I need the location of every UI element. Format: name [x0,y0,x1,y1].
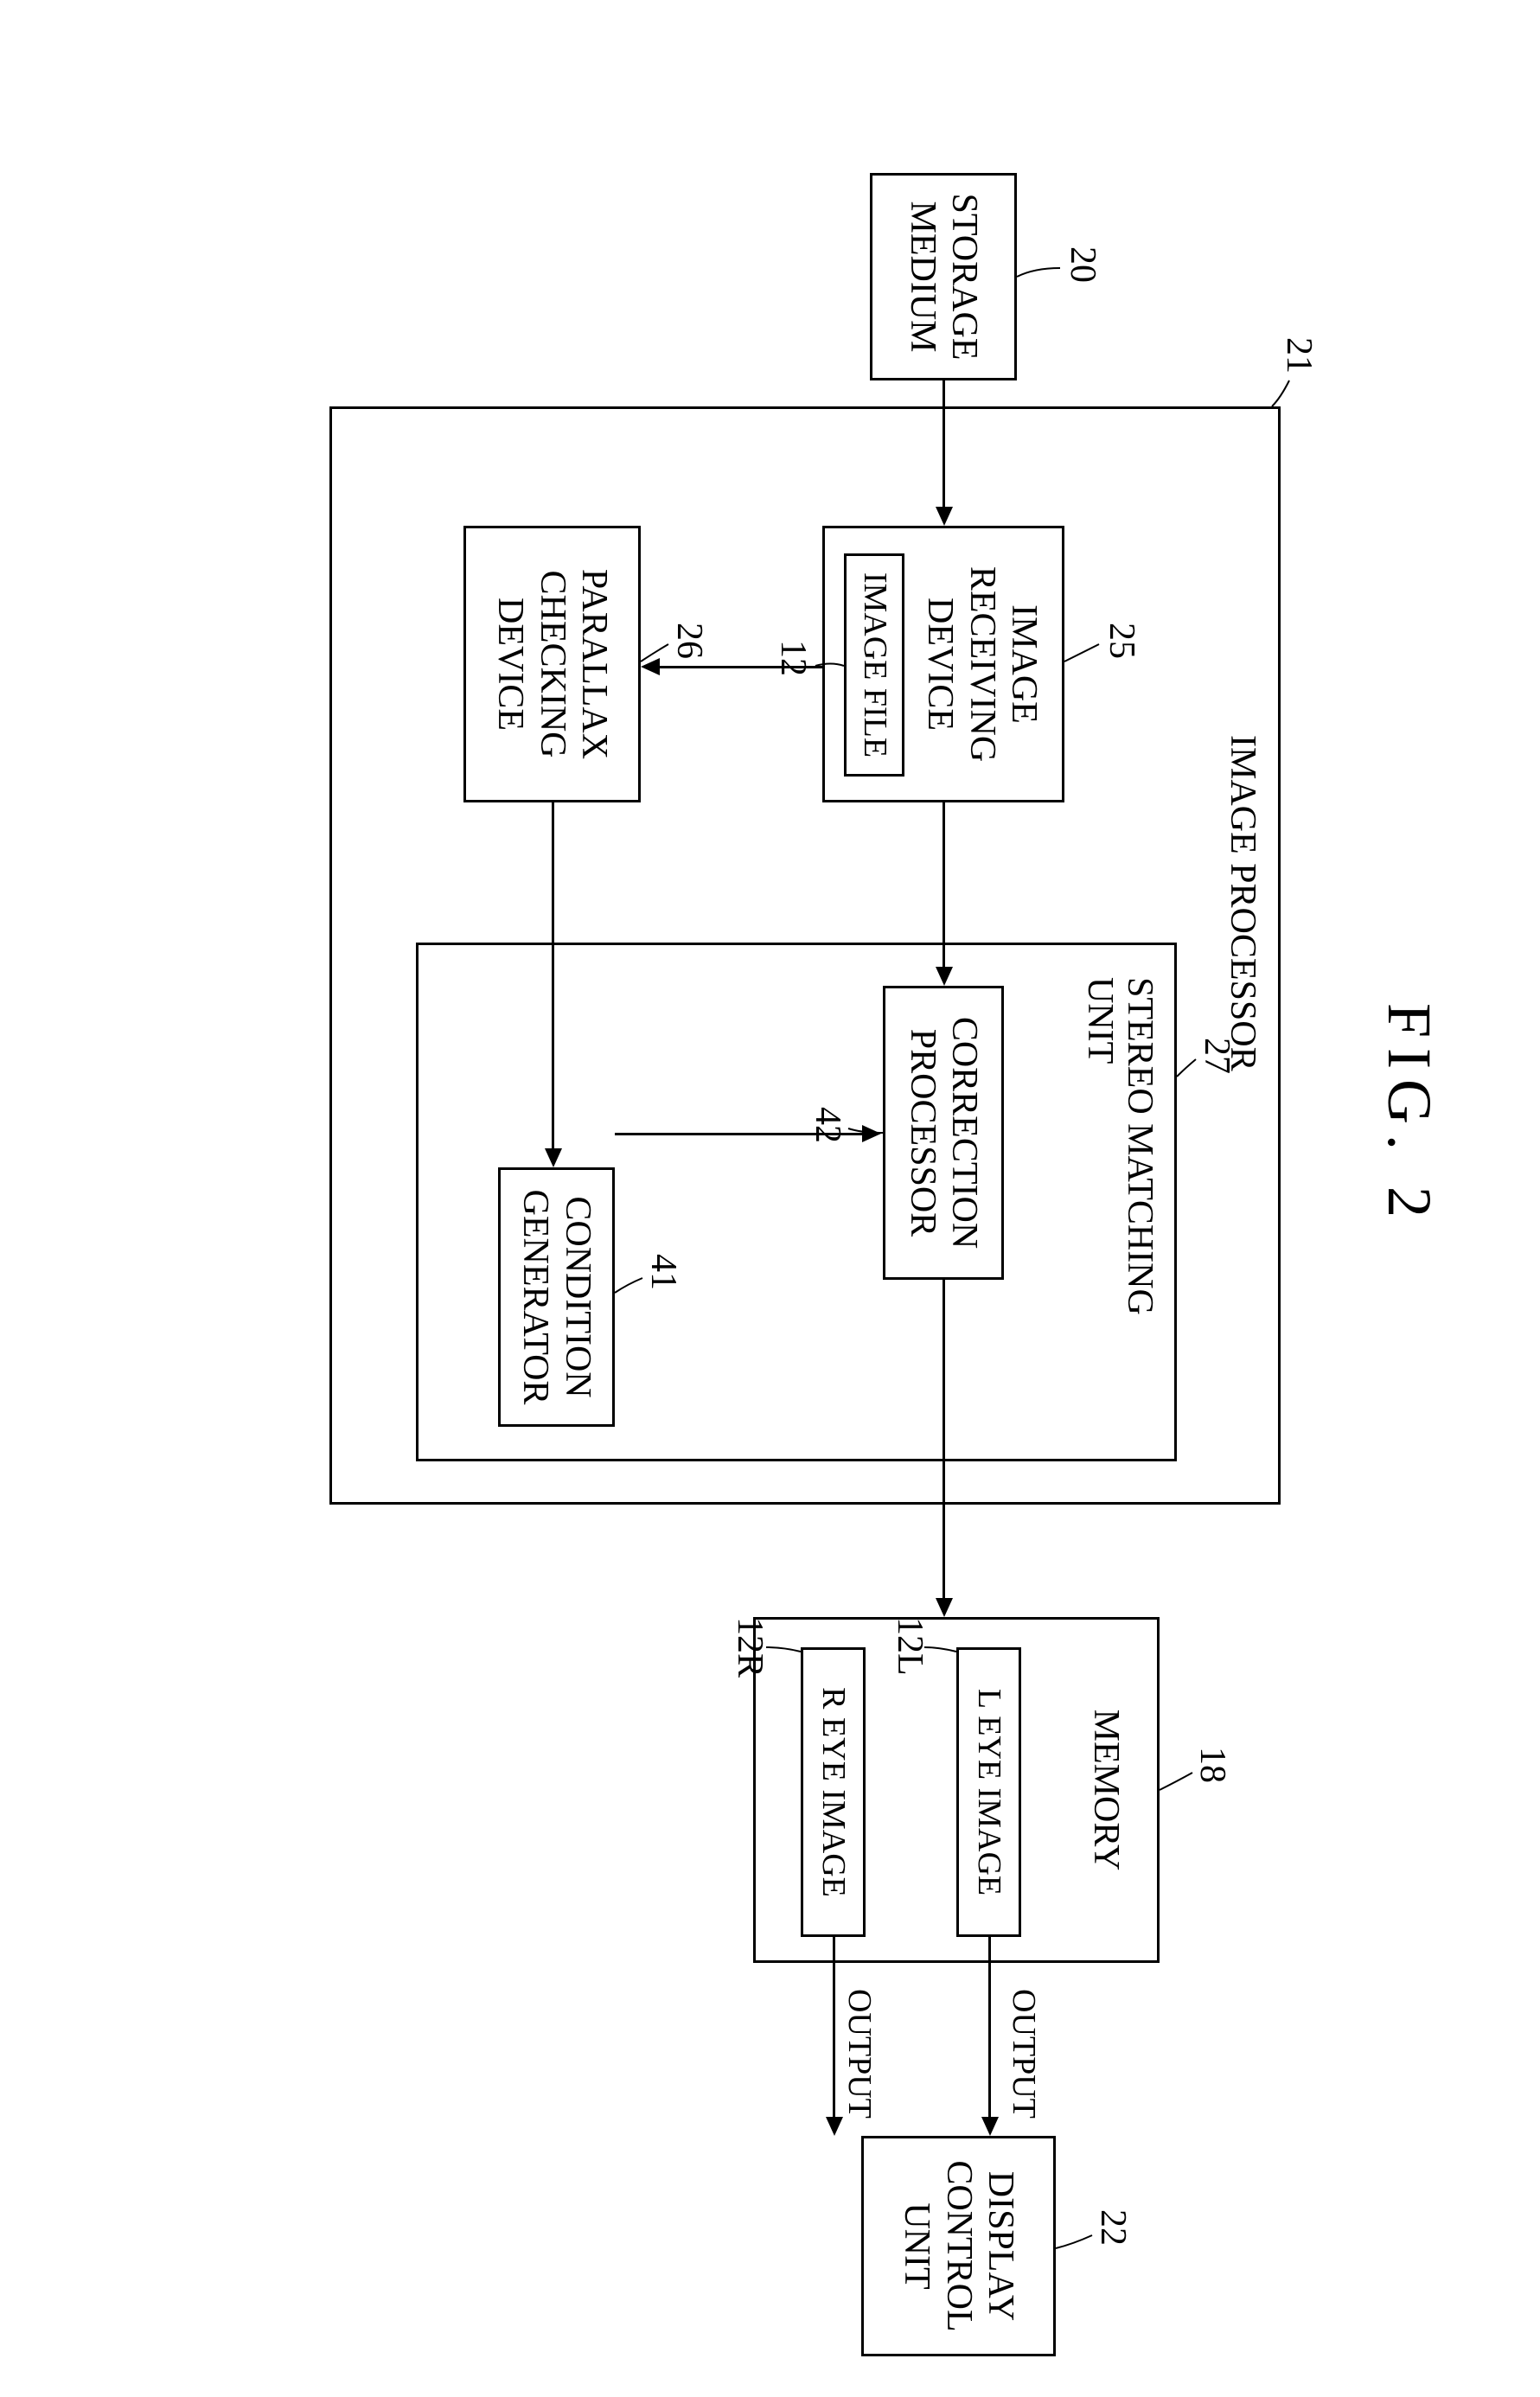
ref-18: 18 [1192,1747,1233,1783]
r-eye-block: R EYE IMAGE [801,1647,866,1937]
image-processor-label: IMAGE PROCESSOR [1222,735,1263,1071]
diagram-root: FIG. 2 IMAGE PROCESSOR STEREO MATCHINGUN… [0,0,1540,2397]
arrowhead-leye-display [981,2117,999,2136]
ref-42: 42 [807,1107,848,1143]
l-eye-text: L EYE IMAGE [970,1689,1008,1895]
parallax-checking-block: PARALLAXCHECKINGDEVICE [463,526,641,802]
arrowhead-receiving-parallax [641,658,660,675]
ref-22: 22 [1092,2209,1134,2246]
arrow-parallax-condition [552,802,554,1152]
ref-27: 27 [1196,1038,1237,1074]
arrowhead-reye-display [826,2117,843,2136]
ref-25: 25 [1101,623,1142,659]
storage-medium-block: STORAGEMEDIUM [870,173,1017,380]
display-control-block: DISPLAYCONTROLUNIT [861,2136,1056,2356]
ref-26: 26 [668,623,710,659]
arrowhead-receiving-correction [936,967,953,986]
stereo-matching-label: STEREO MATCHINGUNIT [1080,977,1160,1315]
image-receiving-text: IMAGERECEIVINGDEVICE [919,566,1045,762]
storage-medium-text: STORAGEMEDIUM [902,194,986,361]
arrow-storage-receiving [943,380,945,510]
memory-text: MEMORY [1085,1710,1127,1871]
parallax-checking-text: PARALLAXCHECKINGDEVICE [489,569,615,759]
arrowhead-condition-correction [862,1125,881,1142]
arrow-correction-memory [943,1280,945,1601]
output-label-2: OUTPUT [840,1989,879,2119]
ref-12R: 12R [729,1617,770,1678]
display-control-text: DISPLAYCONTROLUNIT [896,2160,1021,2331]
ref-12: 12 [772,640,814,676]
arrow-receiving-correction [943,802,945,970]
arrow-reye-display [833,1937,835,2120]
arrow-leye-display [988,1937,991,2120]
condition-generator-block: CONDITIONGENERATOR [498,1167,615,1427]
correction-processor-text: CORRECTIONPROCESSOR [902,1017,986,1249]
ref-41: 41 [642,1254,684,1290]
ref-21: 21 [1278,337,1320,374]
arrowhead-correction-memory [936,1598,953,1617]
condition-generator-text: CONDITIONGENERATOR [514,1190,598,1405]
arrowhead-parallax-condition [545,1148,562,1167]
r-eye-text: R EYE IMAGE [815,1687,853,1897]
l-eye-block: L EYE IMAGE [956,1647,1021,1937]
image-file-block: IMAGE FILE [844,553,904,777]
ref-20: 20 [1062,246,1103,283]
arrowhead-storage-receiving [936,507,953,526]
ref-12L: 12L [889,1617,930,1676]
image-file-text: IMAGE FILE [855,572,893,757]
output-label-1: OUTPUT [1005,1989,1043,2119]
figure-title: FIG. 2 [1373,1003,1445,1228]
correction-processor-block: CORRECTIONPROCESSOR [883,986,1004,1280]
